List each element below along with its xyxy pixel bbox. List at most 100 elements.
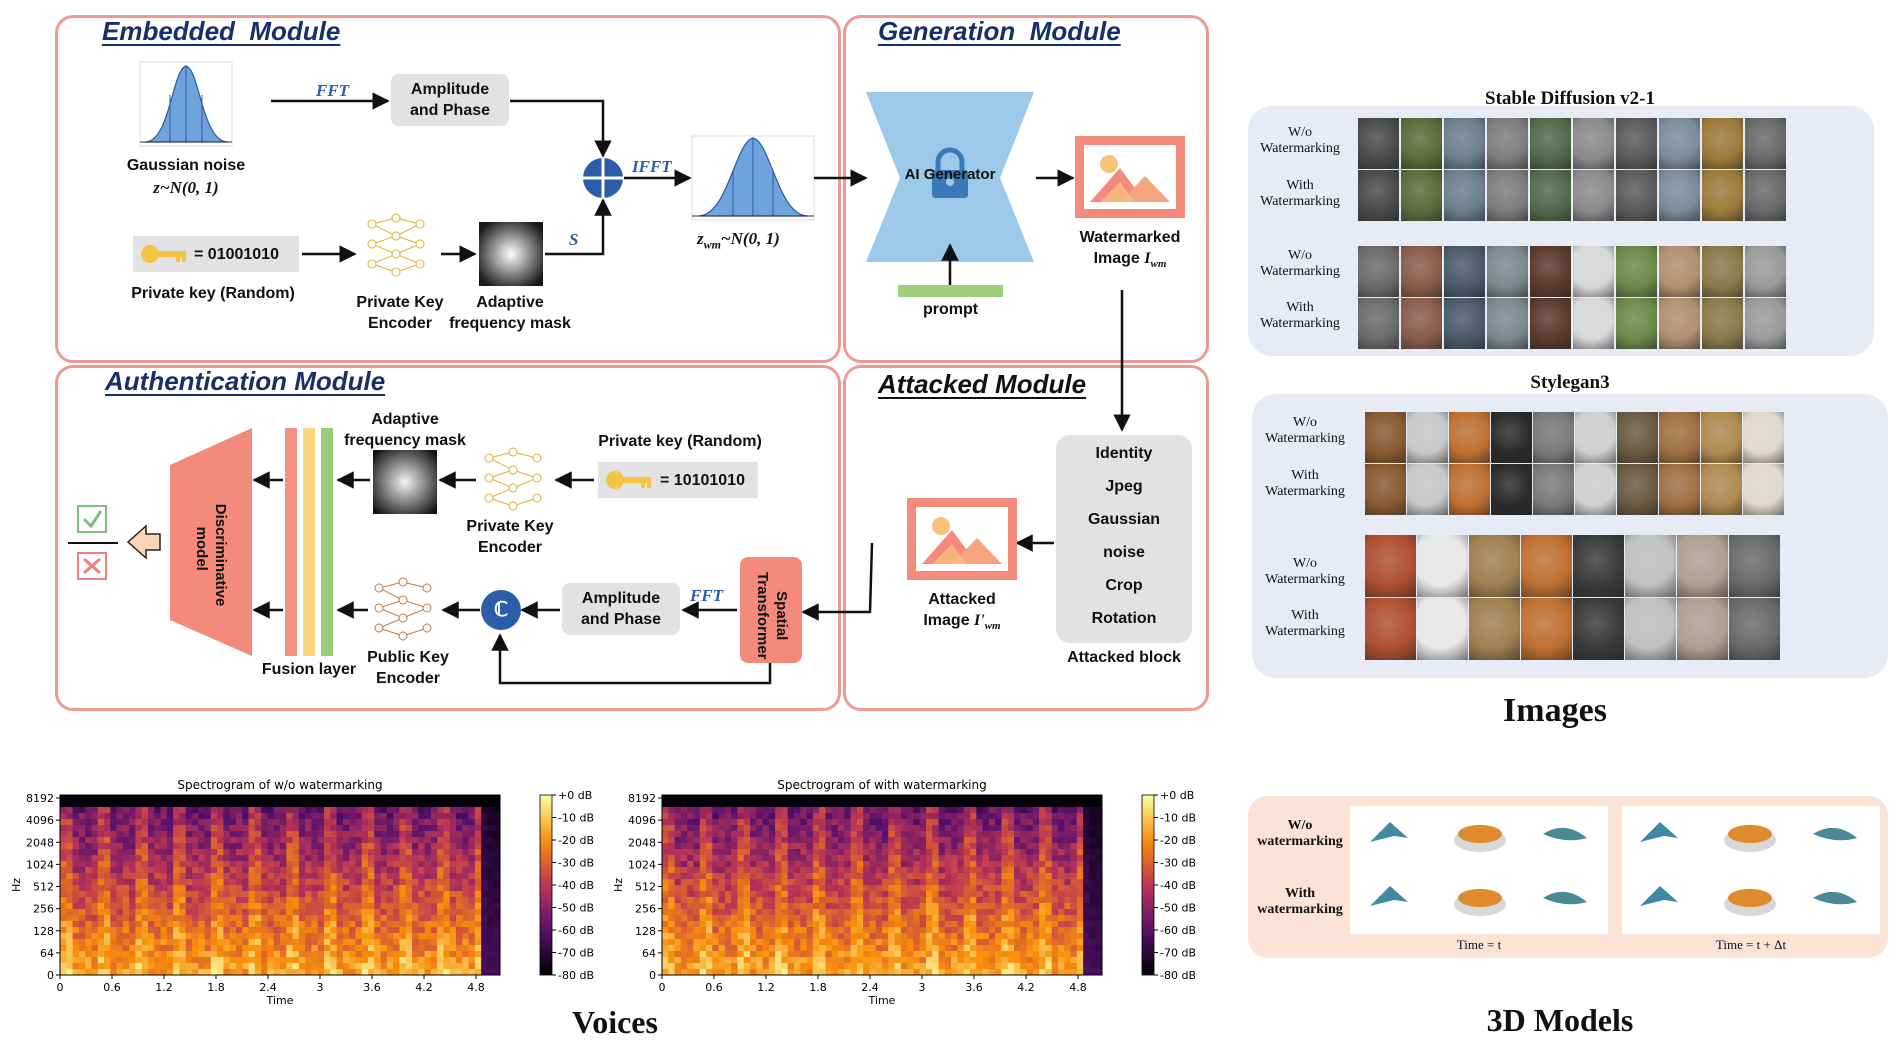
spectrogram-wo-cell: [78, 957, 86, 964]
spectrogram-with-cell: [756, 903, 764, 910]
spectrogram-with-cell: [724, 831, 732, 838]
spectrogram-with-cell: [1051, 921, 1059, 928]
spectrogram-wo-cell: [493, 915, 501, 922]
sg-with-tile: [1365, 464, 1406, 515]
spectrogram-with-cell: [806, 903, 814, 910]
spectrogram-wo-cell: [342, 849, 350, 856]
spatial-transformer-box: [740, 557, 802, 663]
spectrogram-with-cell: [913, 939, 921, 946]
spectrogram-wo-cell: [141, 795, 149, 802]
spectrogram-with-cell: [1026, 963, 1034, 970]
spectrogram-wo-cell: [129, 843, 136, 850]
spectrogram-with-cell: [982, 837, 990, 844]
spectrogram-with-cell: [756, 969, 764, 976]
spectrogram-with-cell: [693, 837, 701, 844]
sg-wo-tile: [1449, 412, 1490, 463]
spectrogram-wo-cell: [173, 933, 180, 940]
spectrogram-with-cell: [856, 831, 864, 838]
sg-with-tile: [1533, 464, 1574, 515]
spectrogram-with-cell: [856, 879, 864, 886]
spectrogram-with-cell: [662, 819, 669, 826]
spectrogram-with-cell: [800, 825, 808, 832]
spectrogram-wo-cell: [192, 939, 199, 946]
sd2-wo-tile: [1530, 246, 1571, 297]
spectrogram-wo-cell: [60, 957, 67, 964]
spectrogram-wo-cell: [330, 801, 338, 808]
spectrogram-wo-cell: [129, 969, 136, 976]
spectrogram-with-cell: [875, 909, 883, 916]
sg-wo-tile: [1491, 412, 1532, 463]
spectrogram-wo-cell: [286, 945, 294, 952]
spectrogram-with-cell: [712, 795, 720, 802]
spectrogram-wo-cell: [418, 825, 426, 832]
spectrogram-with-cell: [1058, 903, 1065, 910]
sd-wo-tile: [1616, 118, 1657, 169]
spectrogram-wo-cell: [386, 873, 394, 880]
spectrogram-wo-cell: [355, 849, 363, 856]
spectrogram-wo-cell: [380, 885, 388, 892]
spectrogram-with-cell: [982, 807, 990, 814]
spectrogram-with-cell: [932, 819, 940, 826]
spectrogram-wo-cell: [386, 891, 394, 898]
spectrogram-with-cell: [957, 795, 965, 802]
spectrogram-wo-cell: [104, 891, 111, 898]
spectrogram-with-cell: [1064, 819, 1072, 826]
spectrogram-with-cell: [995, 873, 1002, 880]
spectrogram-with-xtick-label: 2.4: [861, 981, 879, 994]
spectrogram-with-cell: [1095, 873, 1103, 880]
spectrogram-wo-cell: [192, 795, 199, 802]
spectrogram-with-cell: [819, 837, 826, 844]
spectrogram-wo-cell: [412, 927, 419, 934]
spectrogram-wo-cell: [449, 945, 457, 952]
spectrogram-wo-cell: [242, 921, 250, 928]
spectrogram-with-cell: [1064, 879, 1072, 886]
spectrogram-with-cell: [988, 831, 996, 838]
spectrogram-with-cell: [926, 957, 933, 964]
spectrogram-wo-cell: [135, 957, 143, 964]
spectrogram-wo-cell: [85, 891, 92, 898]
spectrogram-with-cell: [1014, 897, 1021, 904]
spectrogram-with-cell: [850, 897, 858, 904]
spectrogram-wo-cell: [361, 897, 369, 904]
spectrogram-wo-cell: [474, 861, 482, 868]
spectrogram-wo-cell: [443, 879, 451, 886]
spectrogram-wo-cell: [374, 807, 382, 814]
spectrogram-wo-cell: [437, 795, 444, 802]
spectrogram-with-cell: [1020, 879, 1028, 886]
spectrogram-with-cell: [781, 897, 789, 904]
spectrogram-with-cell: [750, 801, 757, 808]
spectrogram-with-cell: [1095, 795, 1103, 802]
spectrogram-wo-cell: [154, 969, 162, 976]
spectrogram-with-cell: [1070, 819, 1078, 826]
spectrogram-wo-cell: [66, 927, 74, 934]
spectrogram-with-cell: [699, 963, 707, 970]
spectrogram-with-cell: [1045, 963, 1053, 970]
spectrogram-wo-cell: [192, 855, 199, 862]
spectrogram-with-cell: [674, 939, 682, 946]
spectrogram-wo-cell: [116, 807, 124, 814]
spectrogram-with-cell: [970, 951, 977, 958]
spectrogram-with-cell: [907, 969, 914, 976]
spectrogram-with-cell: [856, 801, 864, 808]
spectrogram-with-cell: [882, 807, 889, 814]
spectrogram-wo-cell: [273, 939, 281, 946]
spectrogram-with-cell: [1070, 921, 1078, 928]
spectrogram-with-cell: [1058, 951, 1065, 958]
sd-row4-line1: With: [1286, 300, 1314, 315]
spectrogram-wo-cell: [462, 867, 470, 874]
spectrogram-with-cell: [706, 951, 713, 958]
spectrogram-with-cell: [712, 915, 720, 922]
spectrogram-with-cell: [712, 855, 720, 862]
spectrogram-wo-cell: [154, 963, 162, 970]
spectrogram-with-cell: [1051, 879, 1059, 886]
spectrogram-with-cell: [875, 813, 883, 820]
spectrogram-with-cell: [963, 927, 971, 934]
sg2-with-tile: [1469, 598, 1520, 660]
spectrogram-with-cell: [938, 909, 946, 916]
spectrogram-with-cell: [743, 855, 751, 862]
spectrogram-wo-cell: [330, 831, 338, 838]
spectrogram-wo-cell: [154, 837, 162, 844]
spectrogram-with-cell: [982, 843, 990, 850]
spectrogram-with-cell: [693, 861, 701, 868]
spectrogram-with-cell: [819, 807, 826, 814]
